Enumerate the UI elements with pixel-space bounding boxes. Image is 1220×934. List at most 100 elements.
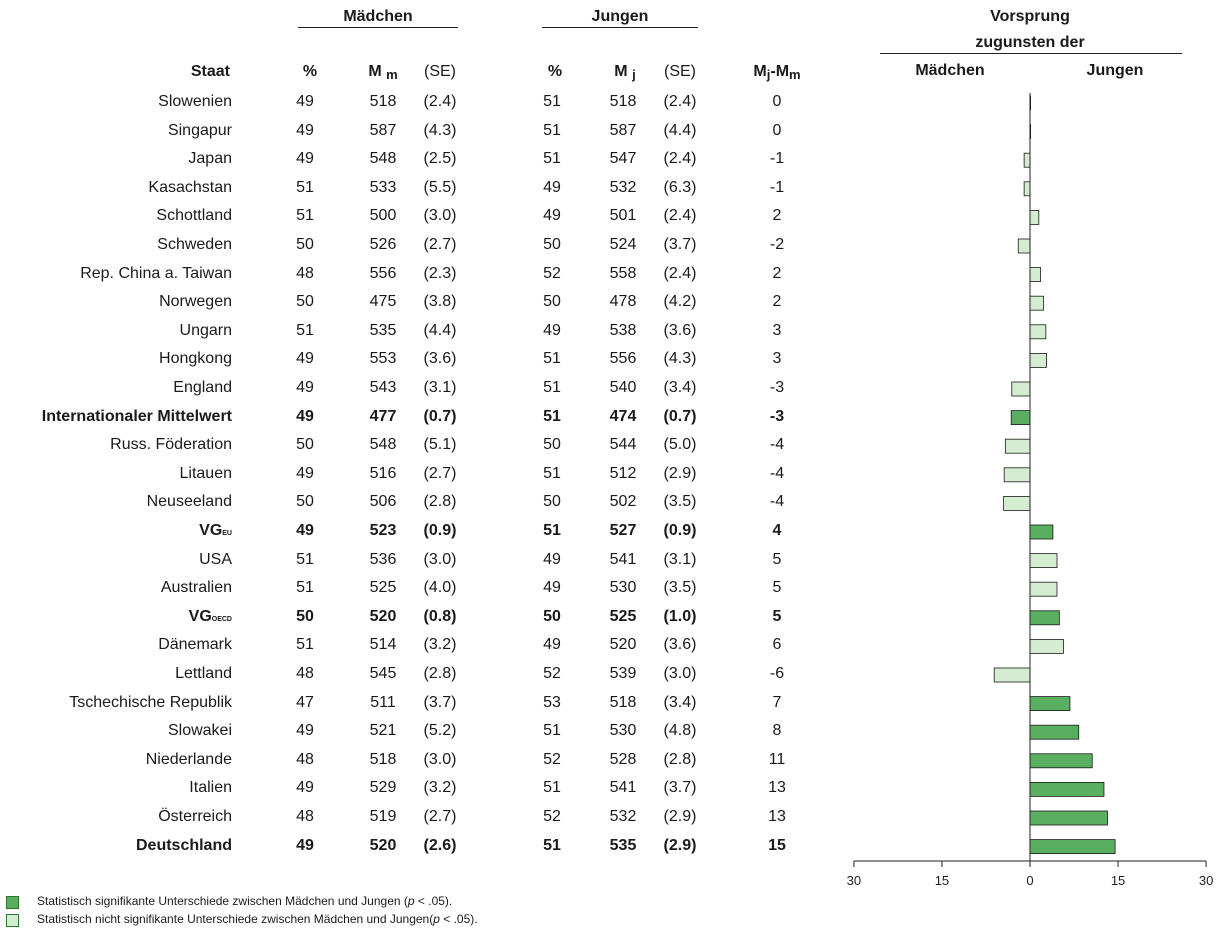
cell-mean-j: 524 xyxy=(609,236,637,253)
cell-se-m: (3.8) xyxy=(423,293,457,311)
legend-nonsig-tail: < .05). xyxy=(439,912,478,926)
diff-label-a: M xyxy=(753,63,767,80)
cell-pct-m: 49 xyxy=(296,522,314,539)
cell-pct-j: 50 xyxy=(543,493,561,511)
cell-pct-m: 49 xyxy=(296,779,314,797)
mean-m-label: M xyxy=(368,63,382,80)
legend-sig-tail: < .05). xyxy=(414,894,453,908)
cell-mean-m: 523 xyxy=(369,522,397,539)
bar xyxy=(993,667,1031,683)
cell-pct-j: 52 xyxy=(543,264,561,282)
cell-staat: USA xyxy=(0,551,232,569)
cell-diff: 5 xyxy=(772,550,782,568)
cell-mean-m: 543 xyxy=(369,379,397,396)
cell-staat: Internationaler Mittelwert xyxy=(0,408,232,426)
bar xyxy=(1017,238,1031,254)
cell-pct-j: 50 xyxy=(543,436,561,454)
cell-se-j: (3.7) xyxy=(663,236,697,253)
cell-pct-j: 49 xyxy=(543,550,561,568)
staat-label: Litauen xyxy=(179,464,233,482)
cell-pct-m: 48 xyxy=(296,750,314,768)
staat-label: Schweden xyxy=(157,236,232,253)
mean-m-subscript: m xyxy=(386,67,398,82)
cell-pct-j: 49 xyxy=(543,178,561,196)
cell-staat: Kasachstan xyxy=(0,179,232,197)
cell-se-j: (6.3) xyxy=(663,178,697,196)
cell-diff: -3 xyxy=(769,379,785,396)
cell-pct-m: 51 xyxy=(296,321,314,339)
cell-pct-j: 51 xyxy=(543,379,561,396)
bar xyxy=(1029,524,1054,540)
cell-staat: Schweden xyxy=(0,236,232,254)
cell-pct-j: 50 xyxy=(543,293,561,311)
cell-mean-j: 544 xyxy=(609,436,637,454)
staat-label: USA xyxy=(199,550,232,568)
staat-label: England xyxy=(173,379,232,396)
cell-mean-m: 536 xyxy=(369,550,397,568)
group-rule-jungen xyxy=(542,27,698,28)
cell-mean-m: 525 xyxy=(369,579,397,597)
cell-mean-m: 514 xyxy=(369,636,397,654)
staat-label: Deutschland xyxy=(135,836,232,854)
cell-diff: 15 xyxy=(768,836,786,854)
x-tick-label: 15 xyxy=(1111,873,1125,888)
cell-pct-m: 47 xyxy=(296,693,314,711)
cell-staat: VGOECD xyxy=(0,608,232,626)
cell-pct-m: 51 xyxy=(296,178,314,196)
bar xyxy=(1029,210,1040,225)
bar-title-line1: Vorsprung xyxy=(990,8,1070,25)
cell-mean-m: 477 xyxy=(369,407,397,425)
staat-subscript: OECD xyxy=(211,615,232,623)
cell-pct-m: 50 xyxy=(296,436,314,454)
cell-mean-m: 518 xyxy=(369,93,397,110)
cell-mean-j: 520 xyxy=(609,636,637,654)
cell-se-j: (2.4) xyxy=(663,93,697,110)
cell-pct-m: 50 xyxy=(296,236,314,253)
bar xyxy=(1004,438,1031,454)
cell-diff: -3 xyxy=(769,407,785,425)
cell-se-j: (3.6) xyxy=(663,321,697,339)
cell-pct-m: 49 xyxy=(296,150,314,168)
legend-swatch-not-significant xyxy=(6,914,19,927)
cell-se-m: (3.2) xyxy=(423,779,457,797)
cell-se-m: (2.4) xyxy=(423,93,457,110)
staat-label: Ungarn xyxy=(179,321,232,339)
cell-mean-m: 516 xyxy=(369,464,397,482)
cell-staat: Rep. China a. Taiwan xyxy=(0,265,232,283)
cell-diff: 13 xyxy=(768,808,786,825)
cell-mean-m: 529 xyxy=(369,779,397,797)
bar xyxy=(1029,324,1047,340)
legend-sig-label: Statistisch signifikante Unterschiede zw… xyxy=(37,894,408,908)
cell-pct-m: 49 xyxy=(296,464,314,482)
cell-se-j: (2.4) xyxy=(663,264,697,282)
cell-mean-m: 548 xyxy=(369,150,397,168)
cell-mean-j: 512 xyxy=(609,464,637,482)
cell-pct-j: 52 xyxy=(543,665,561,682)
cell-pct-m: 50 xyxy=(296,293,314,311)
cell-diff: -6 xyxy=(769,665,785,682)
cell-pct-j: 52 xyxy=(543,808,561,825)
bar xyxy=(1029,696,1071,711)
cell-pct-j: 49 xyxy=(543,207,561,225)
cell-pct-m: 49 xyxy=(296,379,314,396)
cell-diff: -2 xyxy=(769,236,785,253)
cell-mean-m: 511 xyxy=(370,693,396,711)
col-header-se-m: (SE) xyxy=(424,63,456,80)
cell-mean-m: 519 xyxy=(369,808,397,825)
cell-se-m: (3.0) xyxy=(423,207,457,225)
group-header-maedchen: Mädchen xyxy=(343,8,413,25)
cell-se-j: (4.3) xyxy=(663,350,697,368)
cell-se-j: (3.5) xyxy=(663,493,697,511)
cell-staat: Niederlande xyxy=(0,751,232,769)
staat-label: Slowakei xyxy=(167,722,232,740)
cell-se-m: (2.6) xyxy=(423,836,457,854)
staat-label: Lettland xyxy=(175,665,232,682)
cell-se-m: (4.0) xyxy=(423,579,457,597)
cell-mean-m: 545 xyxy=(369,665,397,682)
diff-label-mid: -M xyxy=(770,63,790,80)
cell-pct-m: 49 xyxy=(296,407,314,425)
bar xyxy=(1003,495,1031,511)
cell-se-m: (3.1) xyxy=(423,379,457,396)
staat-label: Rep. China a. Taiwan xyxy=(80,264,232,282)
cell-diff: -4 xyxy=(769,436,785,454)
